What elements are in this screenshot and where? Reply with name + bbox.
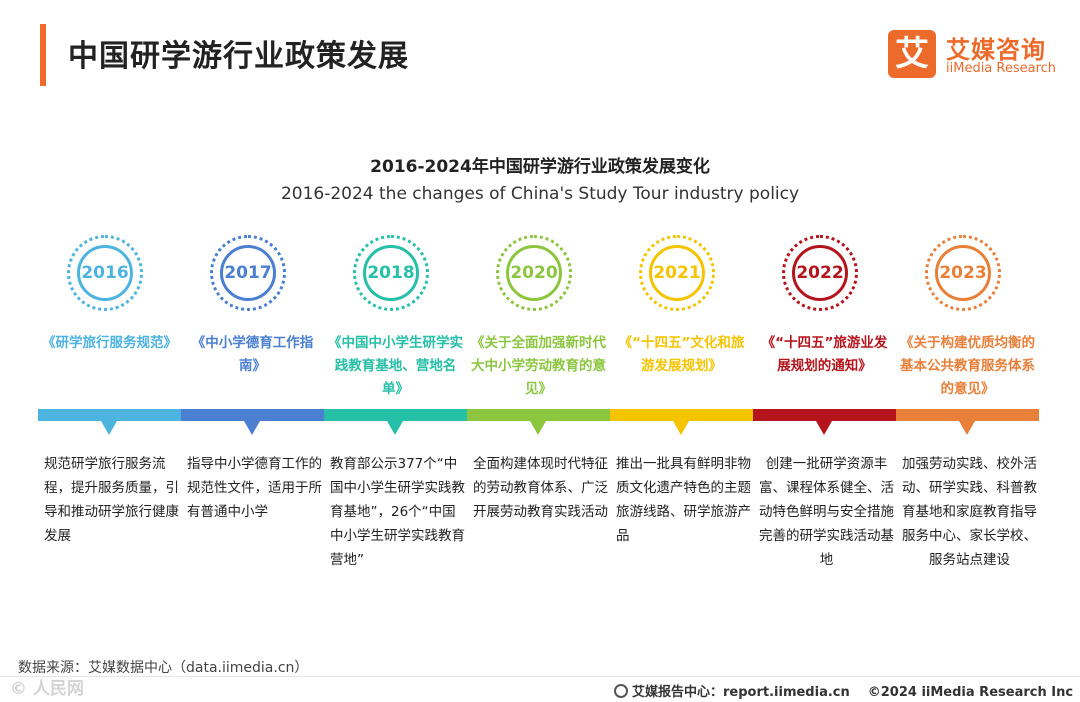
year-label: 2018 [363,245,419,301]
timeline-pointer [673,421,689,435]
copyright: ©2024 iiMedia Research Inc [867,685,1074,700]
footer: 艾媒报告中心：report.iimedia.cn ©2024 iiMedia Re… [614,681,1073,700]
chart-title-cn: 2016-2024年中国研学游行业政策发展变化 [370,157,710,177]
timeline-item: 2017 《中小学德育工作指南》 指导中小学德育工作的规范性文件，适用于所有普通… [181,0,324,702]
year-ring: 2017 [210,235,286,311]
year-ring: 2022 [782,235,858,311]
year-ring: 2021 [639,235,715,311]
year-ring: 2020 [496,235,572,311]
year-ring: 2018 [353,235,429,311]
year-label: 2021 [649,245,705,301]
timeline-item: 2018 《中国中小学生研学实践教育基地、营地名单》 教育部公示377个“中国中… [324,0,467,702]
timeline-pointer [816,421,832,435]
logo-name-cn: 艾媒咨询 [946,36,1046,64]
policy-name: 《关于构建优质均衡的基本公共教育服务体系的意见》 [900,335,1035,397]
policy-description: 创建一批研学资源丰富、课程体系健全、活动特色鲜明与安全措施完善的研学实践活动基地 [759,456,894,568]
timeline-pointer [101,421,117,435]
globe-icon [614,684,628,698]
year-label: 2020 [506,245,562,301]
policy-name: 《“十四五”文化和旅游发展规划》 [618,335,745,374]
timeline-item: 2022 《“十四五”旅游业发展规划的通知》 创建一批研学资源丰富、课程体系健全… [753,0,896,702]
policy-name: 《“十四五”旅游业发展规划的通知》 [761,335,888,374]
year-label: 2022 [792,245,848,301]
timeline-item: 2023 《关于构建优质均衡的基本公共教育服务体系的意见》 加强劳动实践、校外活… [896,0,1039,702]
year-ring: 2023 [925,235,1001,311]
logo-name-en: iiMedia Research [946,61,1057,76]
timeline-band [324,409,467,421]
watermark: © 人民网 [10,679,84,699]
logo-mark-icon: 艾 [888,30,936,78]
year-label: 2016 [77,245,133,301]
policy-description: 指导中小学德育工作的规范性文件，适用于所有普通中小学 [187,456,322,520]
year-label: 2017 [220,245,276,301]
policy-description: 全面构建体现时代特征的劳动教育体系、广泛开展劳动教育实践活动 [473,456,608,520]
title-accent-bar [40,24,46,86]
timeline-item: 2016 《研学旅行服务规范》 规范研学旅行服务流程，提升服务质量，引导和推动研… [38,0,181,702]
report-center-link[interactable]: 艾媒报告中心：report.iimedia.cn [632,685,850,700]
timeline-pointer [959,421,975,435]
page-title: 中国研学游行业政策发展 [68,39,409,74]
timeline-pointer [244,421,260,435]
timeline-band [610,409,753,421]
timeline-band [753,409,896,421]
policy-description: 教育部公示377个“中国中小学生研学实践教育基地”，26个“中国中小学生研学实践… [330,456,465,568]
data-source: 数据来源：艾媒数据中心（data.iimedia.cn） [18,660,309,676]
footer-divider [0,676,1080,677]
timeline-band [181,409,324,421]
policy-description: 规范研学旅行服务流程，提升服务质量，引导和推动研学旅行健康发展 [44,456,179,544]
policy-name: 《关于全面加强新时代大中小学劳动教育的意见》 [471,335,606,397]
policy-name: 《中国中小学生研学实践教育基地、营地名单》 [328,335,463,397]
year-label: 2023 [935,245,991,301]
chart-title-en: 2016-2024 the changes of China's Study T… [280,184,800,204]
policy-name: 《中小学德育工作指南》 [191,335,314,374]
year-ring: 2016 [67,235,143,311]
timeline-item: 2021 《“十四五”文化和旅游发展规划》 推出一批具有鲜明非物质文化遗产特色的… [610,0,753,702]
timeline-band [896,409,1039,421]
timeline-item: 2020 《关于全面加强新时代大中小学劳动教育的意见》 全面构建体现时代特征的劳… [467,0,610,702]
iimedia-logo: 艾 艾媒咨询 iiMedia Research [888,30,1060,80]
policy-description: 推出一批具有鲜明非物质文化遗产特色的主题旅游线路、研学旅游产品 [616,456,751,544]
timeline-pointer [387,421,403,435]
policy-name: 《研学旅行服务规范》 [42,335,177,351]
policy-description: 加强劳动实践、校外活动、研学实践、科普教育基地和家庭教育指导服务中心、家长学校、… [902,456,1037,568]
timeline-band [467,409,610,421]
timeline-band [38,409,181,421]
timeline-pointer [530,421,546,435]
